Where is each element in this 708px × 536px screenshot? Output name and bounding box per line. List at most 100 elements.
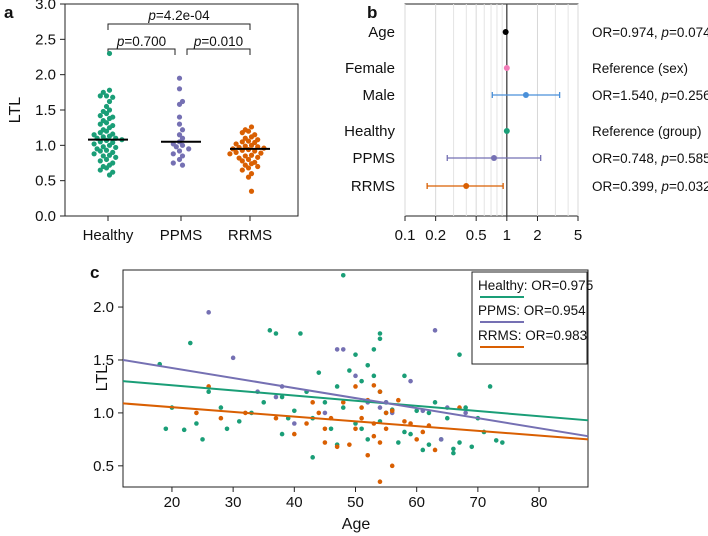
point-rrms [255, 163, 261, 170]
panel-c-x-tick-label: 20 [164, 494, 181, 511]
panel-a-y-tick-label: 3.0 [35, 0, 56, 13]
point-rrms [242, 143, 248, 149]
point-rrms [245, 138, 252, 144]
p-value-healthy-rrms: p=4.2e-04 [147, 8, 210, 23]
point-healthy [97, 93, 103, 99]
point-healthy [103, 110, 110, 117]
point-rrms [340, 400, 346, 405]
p-value-healthy-ppms: p=0.700 [116, 34, 166, 49]
point-healthy [200, 437, 205, 442]
point-healthy [426, 410, 432, 416]
point-healthy [91, 151, 97, 157]
legend-name: PPMS [478, 303, 516, 318]
point-healthy [103, 128, 110, 134]
forest-row-or: OR=0.399, [592, 179, 661, 194]
point-healthy [359, 378, 364, 384]
point-ppms [334, 347, 340, 352]
point-healthy [103, 147, 110, 153]
point-rrms [248, 142, 255, 148]
forest-row-label-healthy: Healthy [344, 123, 395, 140]
point-rrms [242, 153, 248, 159]
point-healthy [261, 400, 267, 405]
point-ppms [322, 410, 328, 416]
point-healthy [100, 134, 106, 140]
point-healthy [97, 121, 103, 127]
point-healthy [97, 167, 103, 173]
forest-row-stat-ppms: OR=0.748, p=0.585 [592, 151, 708, 166]
forest-row-p-value: =0.074 [669, 25, 708, 40]
point-rrms [248, 188, 255, 194]
point-rrms [245, 174, 252, 180]
point-healthy [267, 328, 273, 333]
point-healthy [113, 144, 119, 151]
forest-row-label-age: Age [368, 24, 395, 41]
panel-c-label: c [90, 263, 99, 282]
forest-row-p-value: =0.256 [669, 88, 708, 103]
point-healthy [106, 125, 113, 131]
point-ppms [273, 394, 279, 400]
legend-or: : OR=0.954 [516, 303, 586, 318]
point-healthy [273, 331, 279, 336]
panel-a-significance-brackets: p=4.2e-04p=0.700 p=0.010 [107, 8, 251, 55]
point-ppms [463, 410, 468, 416]
forest-row-label-female: Female [345, 60, 395, 77]
point-healthy [163, 426, 169, 432]
forest-row-p: p [660, 25, 669, 40]
point-healthy [457, 440, 462, 445]
point-healthy [279, 431, 285, 437]
point-rrms [353, 426, 358, 432]
p-value-healthy-rrms-value: =4.2e-04 [156, 8, 210, 23]
fit-line-healthy [122, 380, 589, 422]
point-ppms [179, 127, 186, 133]
point-healthy [91, 132, 97, 138]
legend-or: : OR=0.983 [518, 328, 587, 343]
point-ppms [438, 437, 444, 442]
panel-a-label: a [4, 3, 14, 22]
point-healthy [402, 373, 407, 379]
point-healthy [181, 427, 187, 433]
panel-c-y-ticks: 0.5 1.0 1.5 2.0 [93, 299, 123, 475]
point-rrms [371, 383, 377, 388]
panel-c-y-axis-label: LTL [94, 365, 111, 391]
panel-b-x-ticks: 0.1 0.2 0.5 1 2 5 [395, 216, 582, 244]
point-healthy [347, 368, 352, 373]
point-rrms [292, 431, 297, 437]
point-ppms [179, 135, 186, 141]
point-rrms [432, 447, 438, 453]
panel-c-x-tick-label: 30 [225, 494, 242, 511]
point-healthy [316, 370, 322, 375]
point-rrms [371, 433, 377, 439]
point-rrms [377, 389, 383, 395]
point-rrms [377, 440, 383, 445]
point-ppms [176, 75, 183, 81]
panel-b-x-tick-label: 0.1 [395, 227, 416, 244]
point-healthy [365, 362, 371, 368]
legend-name: Healthy [478, 278, 524, 293]
point-rrms [245, 156, 252, 163]
forest-row-p-value: =0.032 [669, 179, 708, 194]
point-ppms [377, 405, 383, 410]
point-ppms [179, 162, 186, 168]
point-healthy [457, 352, 462, 357]
forest-row-p: p [660, 179, 669, 194]
point-rrms [239, 167, 245, 173]
point-ppms [179, 142, 186, 148]
forest-row-or: OR=0.974, [592, 25, 661, 40]
point-ppms [353, 373, 358, 379]
point-rrms [334, 444, 340, 450]
point-healthy [500, 440, 505, 445]
panel-c-x-tick-label: 80 [531, 494, 548, 511]
point-healthy [106, 115, 113, 122]
point-rrms [227, 151, 233, 157]
panel-c-y-tick-label: 2.0 [93, 299, 114, 316]
panel-c-x-ticks: 20 30 40 50 60 70 80 [164, 487, 548, 511]
legend-entry-ppms: PPMS: OR=0.954 [478, 303, 586, 318]
point-rrms [248, 134, 255, 140]
point-rrms [255, 154, 261, 160]
point-healthy [414, 408, 419, 414]
point-rrms [245, 165, 252, 171]
point-rrms [273, 415, 279, 421]
point-healthy [353, 352, 358, 357]
panel-a-y-tick-label: 2.0 [35, 67, 56, 84]
